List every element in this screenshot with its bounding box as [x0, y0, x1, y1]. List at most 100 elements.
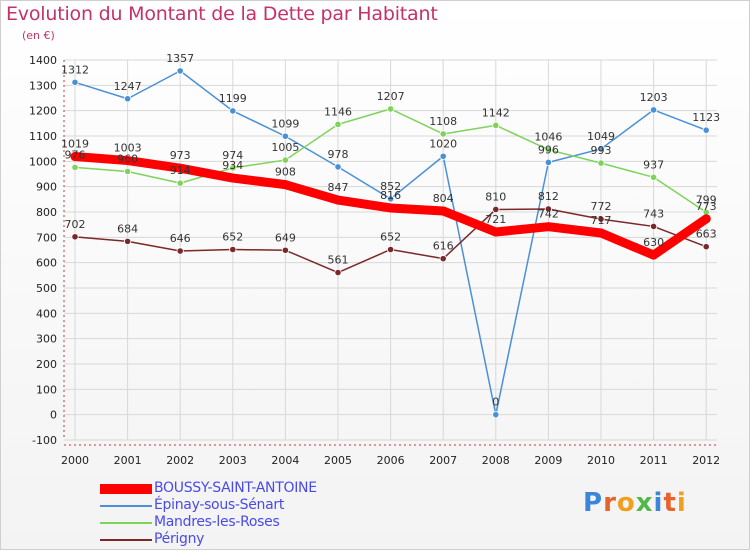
data-label: 937: [643, 158, 664, 171]
x-tick-label: 2008: [482, 454, 510, 467]
logo-letter: i: [653, 488, 664, 518]
data-point: [229, 164, 237, 172]
legend-label: Périgny: [154, 531, 205, 547]
data-label: 652: [222, 230, 243, 243]
data-label: 1312: [61, 63, 89, 76]
legend-label: Épinay-sous-Sénart: [154, 497, 285, 513]
data-point: [71, 78, 79, 86]
data-point: [544, 205, 553, 213]
data-point: [124, 95, 132, 103]
data-point: [597, 159, 605, 167]
data-label: 976: [65, 148, 86, 161]
legend-label: BOUSSY-SAINT-ANTOINE: [154, 480, 317, 496]
data-label: 721: [485, 213, 506, 226]
data-point: [123, 156, 133, 166]
x-tick-label: 2002: [166, 454, 194, 467]
y-tick-label: 500: [36, 282, 57, 295]
data-point: [438, 206, 448, 216]
data-label: 742: [538, 208, 559, 221]
data-point: [649, 222, 658, 231]
data-point: [281, 246, 289, 254]
y-tick-label: 0: [50, 409, 57, 422]
x-tick-label: 2003: [219, 454, 247, 467]
data-point: [649, 106, 658, 114]
data-point: [334, 268, 342, 277]
data-point: [229, 245, 237, 254]
data-point: [649, 173, 658, 181]
data-label: 993: [591, 144, 612, 157]
data-label: 772: [591, 200, 612, 213]
data-label: 996: [538, 143, 559, 156]
y-tick-label: 1300: [29, 79, 57, 92]
data-label: 652: [380, 230, 401, 243]
y-tick-label: -100: [32, 434, 57, 447]
data-point: [281, 156, 289, 164]
data-point: [439, 130, 447, 138]
logo-letter: t: [663, 488, 677, 518]
data-label: 649: [275, 231, 296, 244]
data-label: 973: [170, 149, 191, 162]
data-label: 743: [643, 207, 664, 220]
data-label: 810: [485, 190, 506, 203]
chart-title: Evolution du Montant de la Dette par Hab…: [6, 3, 438, 25]
data-label: 630: [643, 236, 664, 249]
data-label: 1003: [114, 142, 142, 155]
y-tick-label: 1400: [29, 54, 57, 67]
data-label: 847: [328, 181, 349, 194]
y-tick-label: 300: [36, 333, 57, 346]
y-tick-label: 100: [36, 383, 57, 396]
data-label: 1049: [587, 130, 615, 143]
data-point: [439, 152, 447, 160]
data-point: [176, 247, 184, 255]
x-tick-label: 2007: [429, 454, 457, 467]
x-tick-label: 2001: [114, 454, 142, 467]
y-tick-label: 600: [36, 257, 57, 270]
logo-letter: o: [616, 488, 636, 518]
data-label: 812: [538, 190, 559, 203]
x-tick-label: 2000: [61, 454, 89, 467]
proxiti-logo: Proxiti: [583, 488, 687, 518]
data-label: 978: [328, 148, 349, 161]
data-point: [71, 163, 79, 172]
data-label: 1199: [219, 92, 247, 105]
data-label: 1146: [324, 105, 352, 118]
legend-label: Mandres-les-Roses: [154, 514, 280, 530]
x-tick-label: 2004: [271, 454, 299, 467]
data-point: [334, 120, 342, 128]
data-label: 0: [492, 396, 499, 409]
legend-swatch: [100, 539, 152, 541]
data-point: [702, 126, 710, 134]
data-label: 717: [591, 214, 612, 227]
data-label: 799: [696, 193, 717, 206]
data-label: 1020: [429, 137, 457, 150]
legend-swatch: [100, 484, 152, 494]
data-point: [124, 167, 132, 176]
x-tick-label: 2006: [377, 454, 405, 467]
data-point: [281, 132, 289, 140]
data-point: [597, 145, 605, 153]
data-label: 1019: [61, 138, 89, 151]
data-label: 816: [380, 189, 401, 202]
data-label: 646: [170, 232, 191, 245]
legend-swatch: [100, 522, 152, 524]
data-point: [71, 233, 79, 241]
data-point: [334, 163, 342, 171]
data-label: 1357: [166, 52, 194, 65]
data-point: [70, 152, 80, 162]
chart-subtitle: (en €): [22, 29, 55, 42]
data-label: 1108: [429, 115, 457, 128]
data-point: [228, 173, 238, 183]
data-point: [701, 214, 711, 224]
data-point: [386, 203, 396, 213]
data-label: 1046: [534, 131, 562, 144]
y-tick-label: 1100: [29, 130, 57, 143]
data-label: 974: [222, 149, 243, 162]
data-point: [492, 205, 500, 214]
data-label: 914: [170, 164, 191, 177]
y-tick-label: 1200: [29, 105, 57, 118]
data-label: 934: [222, 159, 243, 172]
data-point: [175, 163, 185, 173]
data-label: 1203: [640, 91, 668, 104]
data-point: [386, 245, 395, 254]
